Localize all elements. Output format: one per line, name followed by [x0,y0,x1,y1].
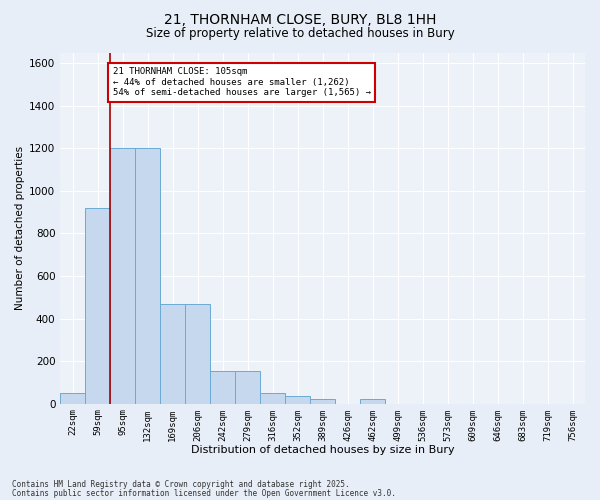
Text: 21 THORNHAM CLOSE: 105sqm
← 44% of detached houses are smaller (1,262)
54% of se: 21 THORNHAM CLOSE: 105sqm ← 44% of detac… [113,68,371,97]
Bar [110,148,135,404]
Bar [210,370,235,404]
Bar [160,304,185,404]
Bar [310,400,335,404]
Text: 21, THORNHAM CLOSE, BURY, BL8 1HH: 21, THORNHAM CLOSE, BURY, BL8 1HH [164,12,436,26]
X-axis label: Distribution of detached houses by size in Bury: Distribution of detached houses by size … [191,445,454,455]
Bar [285,396,310,404]
Bar [135,148,160,404]
Bar [235,370,260,404]
Bar [60,393,85,404]
Bar [360,400,385,404]
Text: Contains HM Land Registry data © Crown copyright and database right 2025.: Contains HM Land Registry data © Crown c… [12,480,350,489]
Y-axis label: Number of detached properties: Number of detached properties [15,146,25,310]
Bar [185,304,210,404]
Bar [85,208,110,404]
Text: Size of property relative to detached houses in Bury: Size of property relative to detached ho… [146,28,454,40]
Bar [260,393,285,404]
Text: Contains public sector information licensed under the Open Government Licence v3: Contains public sector information licen… [12,489,396,498]
